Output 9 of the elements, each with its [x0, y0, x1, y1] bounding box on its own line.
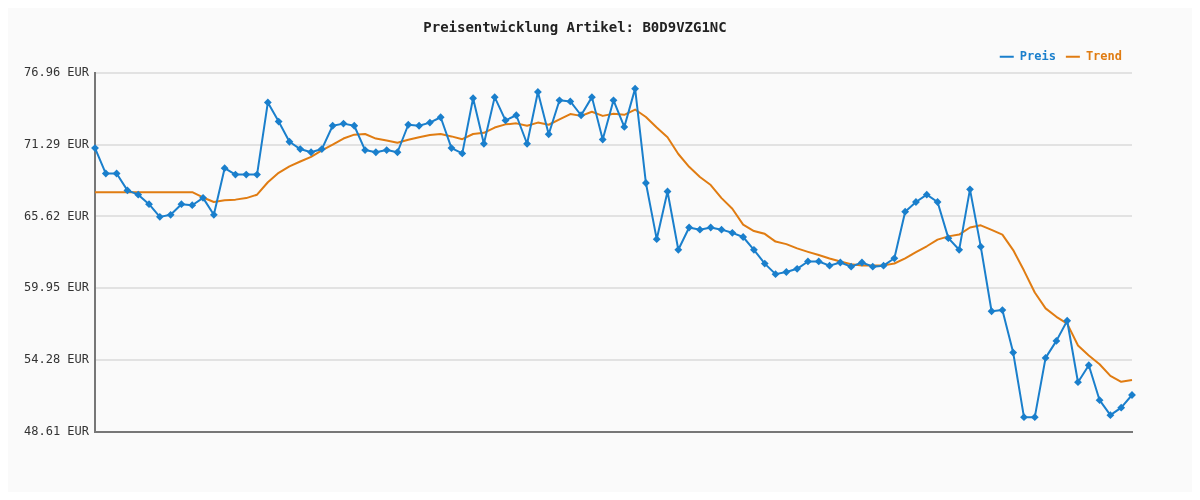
- y-tick-label: 54.28 EUR: [23, 352, 90, 367]
- y-tick-label: 65.62 EUR: [23, 208, 90, 223]
- chart-title: Preisentwicklung Artikel: B0D9VZG1NC: [423, 19, 727, 36]
- legend-label: Trend: [1085, 48, 1122, 63]
- y-tick-label: 71.29 EUR: [23, 136, 90, 151]
- y-tick-label: 48.61 EUR: [23, 424, 90, 439]
- y-tick-label: 76.96 EUR: [23, 64, 90, 79]
- y-tick-label: 59.95 EUR: [23, 280, 90, 295]
- legend-label: Preis: [1019, 48, 1056, 63]
